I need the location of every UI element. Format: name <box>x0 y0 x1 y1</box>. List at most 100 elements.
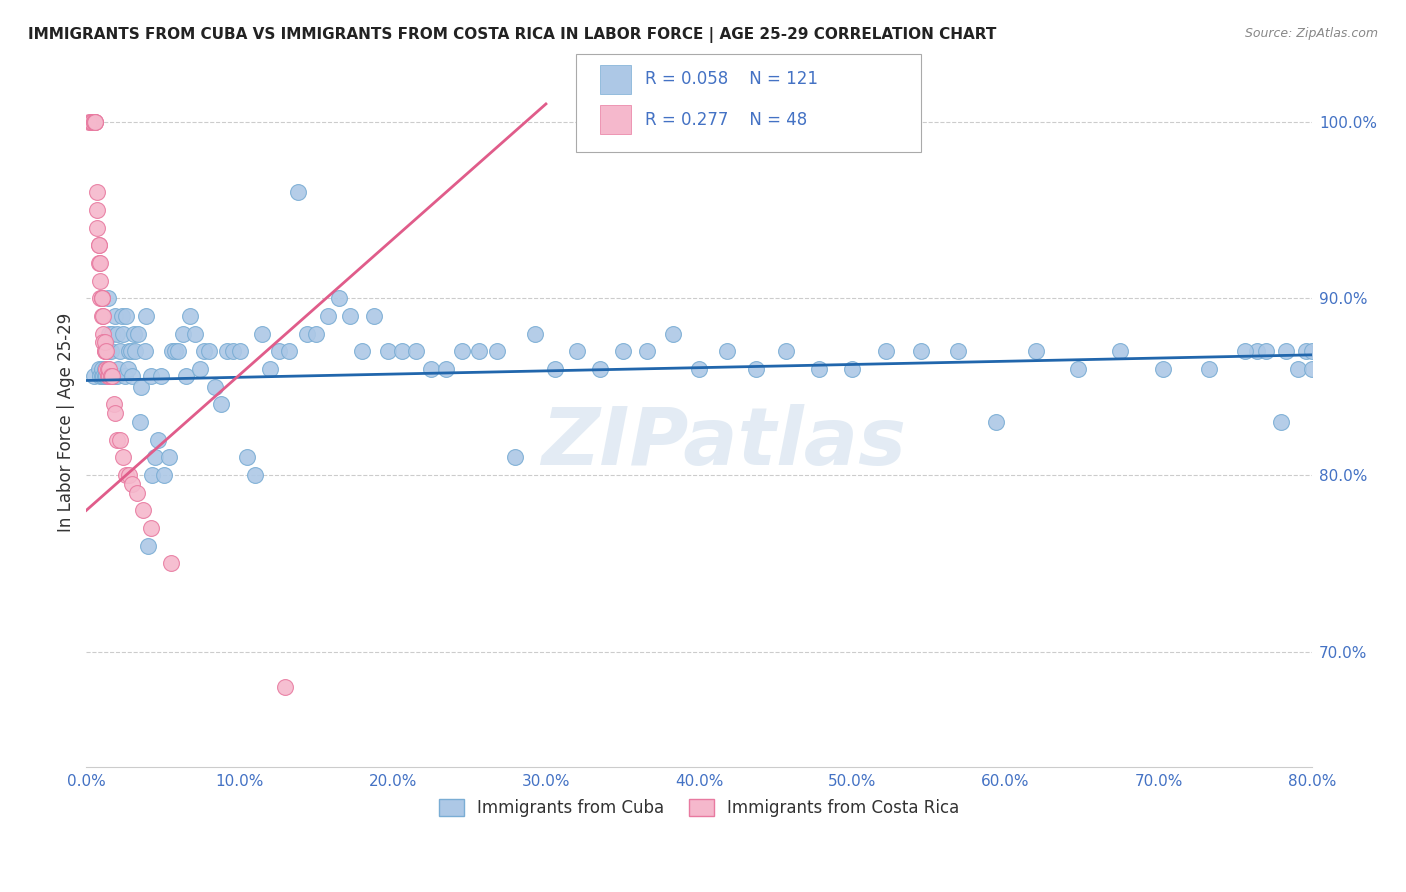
Point <box>139 369 162 384</box>
Point <box>114 369 136 384</box>
Point <box>97 344 120 359</box>
Point <box>1254 344 1277 359</box>
Point <box>688 362 710 376</box>
Point <box>1301 362 1323 376</box>
Point <box>93 369 115 384</box>
Point <box>84 114 107 128</box>
Point <box>188 362 211 376</box>
Point <box>96 369 118 384</box>
Point <box>1198 362 1220 376</box>
Point <box>841 362 863 376</box>
Point <box>90 362 112 376</box>
Point <box>121 476 143 491</box>
Point <box>131 379 153 393</box>
Point <box>86 220 108 235</box>
Point <box>1152 362 1174 376</box>
Point <box>101 369 124 384</box>
Point <box>269 344 291 359</box>
Point <box>100 369 122 384</box>
Point <box>1327 344 1350 359</box>
Point <box>103 369 125 384</box>
Point <box>132 503 155 517</box>
Point <box>87 256 110 270</box>
Point <box>90 291 112 305</box>
Point <box>434 362 457 376</box>
Point <box>127 326 149 341</box>
Point <box>97 369 120 384</box>
Point <box>93 362 115 376</box>
Point <box>89 369 111 384</box>
Point <box>98 369 121 384</box>
Point <box>1295 344 1317 359</box>
Point <box>105 326 128 341</box>
Point <box>745 362 768 376</box>
Point <box>136 539 159 553</box>
Point <box>174 369 197 384</box>
Point <box>101 369 124 384</box>
Point <box>84 114 107 128</box>
Point <box>157 450 180 465</box>
Point <box>97 362 120 376</box>
Point <box>112 326 135 341</box>
Point <box>115 309 138 323</box>
Point <box>83 114 105 128</box>
Point <box>287 186 309 200</box>
Point <box>83 369 105 384</box>
Point <box>101 326 124 341</box>
Point <box>96 344 118 359</box>
Point <box>274 680 297 694</box>
Point <box>1316 344 1339 359</box>
Point <box>108 433 131 447</box>
Point <box>1310 344 1333 359</box>
Point <box>875 344 897 359</box>
Point <box>179 309 201 323</box>
Point <box>90 291 112 305</box>
Point <box>89 256 111 270</box>
Point <box>84 114 107 128</box>
Point <box>193 344 215 359</box>
Point <box>807 362 830 376</box>
Point <box>105 369 128 384</box>
Point <box>122 326 145 341</box>
Text: Source: ZipAtlas.com: Source: ZipAtlas.com <box>1244 27 1378 40</box>
Point <box>946 344 969 359</box>
Point <box>91 335 114 350</box>
Point <box>125 485 148 500</box>
Point <box>662 326 685 341</box>
Point <box>121 369 143 384</box>
Point <box>377 344 399 359</box>
Point <box>91 369 114 384</box>
Point <box>89 274 111 288</box>
Point <box>100 344 122 359</box>
Point <box>544 362 567 376</box>
Point <box>90 309 112 323</box>
Point <box>1270 415 1292 429</box>
Point <box>450 344 472 359</box>
Point <box>141 468 163 483</box>
Point <box>115 468 138 483</box>
Point <box>82 114 104 128</box>
Point <box>910 344 932 359</box>
Text: IMMIGRANTS FROM CUBA VS IMMIGRANTS FROM COSTA RICA IN LABOR FORCE | AGE 25-29 CO: IMMIGRANTS FROM CUBA VS IMMIGRANTS FROM … <box>28 27 997 43</box>
Point <box>391 344 413 359</box>
Point <box>172 326 194 341</box>
Point <box>98 369 121 384</box>
Point <box>89 291 111 305</box>
Point <box>107 362 129 376</box>
Point <box>405 344 427 359</box>
Point <box>503 450 526 465</box>
Point <box>87 238 110 252</box>
Point <box>636 344 658 359</box>
Text: ZIPatlas: ZIPatlas <box>541 404 905 482</box>
Point <box>117 362 139 376</box>
Point <box>87 238 110 252</box>
Point <box>83 114 105 128</box>
Point <box>716 344 738 359</box>
Point <box>90 369 112 384</box>
Point <box>305 326 328 341</box>
Point <box>228 344 250 359</box>
Point <box>209 397 232 411</box>
Point <box>222 344 245 359</box>
Point <box>90 291 112 305</box>
Point <box>93 344 115 359</box>
